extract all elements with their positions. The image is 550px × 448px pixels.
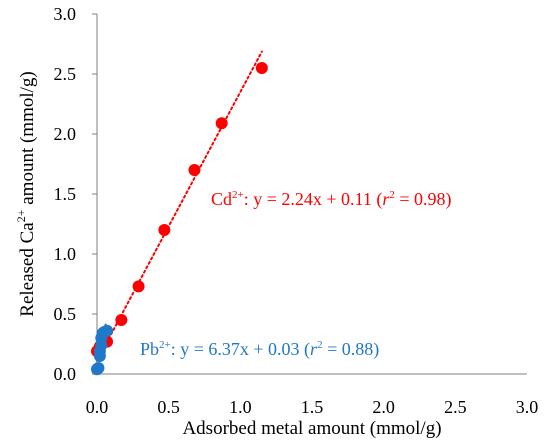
y-tick-label: 1.0 [54, 244, 77, 264]
y-axis-label: Released Ca2+ amount (mmol/g) [14, 71, 38, 316]
x-tick-labels: 0.0 0.5 1.0 1.5 2.0 2.5 3.0 [86, 397, 539, 417]
cd2-data-point [158, 224, 171, 236]
y-tick-label: 1.5 [54, 184, 77, 204]
y-axis-label-pre: Released Ca [17, 222, 38, 317]
x-tick-label: 1.5 [301, 397, 324, 417]
cd2-data-point [115, 314, 128, 326]
cd-equation: Cd2+: y = 2.24x + 0.11 (r2 = 0.98) [211, 189, 452, 210]
pb-formula: : y = 6.37x + 0.03 ( [171, 339, 310, 360]
x-tick-label: 3.0 [516, 397, 539, 417]
x-tick-label: 1.0 [229, 397, 252, 417]
y-tick-label: 2.0 [54, 124, 77, 144]
cd2-trendline [96, 50, 263, 362]
x-tick-label: 0.0 [86, 397, 109, 417]
y-tick-label: 0.5 [54, 304, 77, 324]
pb-ion: Pb [140, 339, 159, 359]
cd-formula: : y = 2.24x + 0.11 ( [244, 189, 383, 210]
pb2-data-point [101, 324, 114, 337]
cd-r-exp: 2 [389, 189, 395, 201]
cd-r: r [382, 189, 390, 209]
cd-ion: Cd [211, 189, 232, 209]
y-axis-label-sup: 2+ [14, 209, 28, 222]
pb-equation: Pb2+: y = 6.37x + 0.03 (r2 = 0.88) [140, 339, 379, 360]
x-tick-label: 0.5 [157, 397, 180, 417]
data-points [91, 62, 268, 376]
y-tick-label: 0.0 [54, 364, 77, 384]
pb-r-exp: 2 [317, 339, 323, 351]
pb2-data-point [92, 362, 105, 374]
cd2-data-point [132, 280, 145, 293]
cd2-data-point [215, 117, 228, 130]
cd-charge: 2+ [232, 189, 244, 201]
cd2-data-point [188, 164, 201, 176]
x-tick-label: 2.0 [372, 397, 395, 417]
pb-r: r [310, 339, 318, 359]
pb-charge: 2+ [159, 339, 171, 351]
cd-r-value: = 0.98) [395, 189, 452, 210]
pb-r-value: = 0.88) [323, 339, 380, 360]
x-tick-label: 2.5 [444, 397, 467, 417]
y-tick-label: 3.0 [54, 4, 77, 24]
y-tick-label: 2.5 [54, 64, 77, 84]
y-tick-labels: 0.0 0.5 1.0 1.5 2.0 2.5 3.0 [54, 4, 97, 384]
y-axis-label-post: amount (mmol/g) [17, 71, 38, 209]
x-axis-label: Adsorbed metal amount (mmol/g) [182, 418, 441, 439]
cd2-data-point [255, 62, 268, 74]
